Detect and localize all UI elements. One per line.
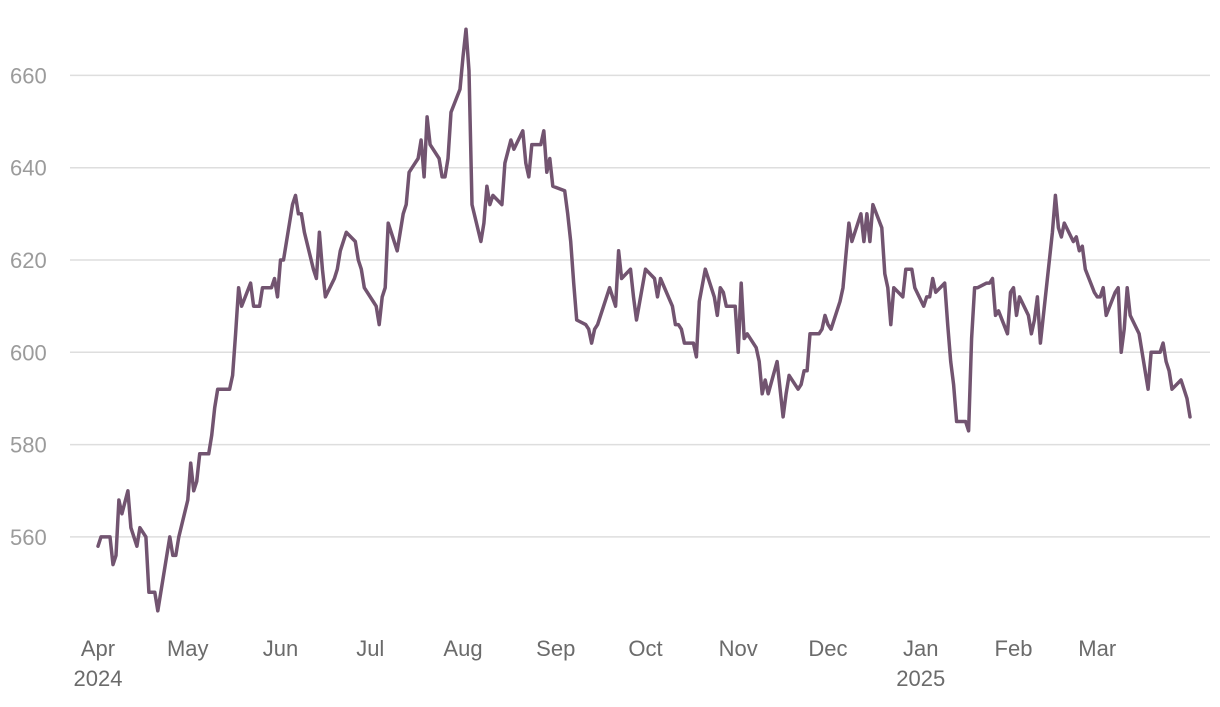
y-tick-label: 620 [10,248,47,273]
x-tick-label: Nov [719,636,758,661]
x-tick-label: Mar [1078,636,1116,661]
series-layer [96,27,1192,613]
x-tick-label: Sep [536,636,575,661]
x-tick-label: Feb [995,636,1033,661]
x-tick-label: Jan [903,636,938,661]
x-tick-label: Apr [81,636,115,661]
x-tick-label: May [167,636,209,661]
y-axis-ticks: 560 580 600 620 640 660 [10,63,47,550]
x-tick-label: Aug [443,636,482,661]
series-line-0 [96,27,1192,613]
x-tick-label: Jul [356,636,384,661]
y-tick-label: 580 [10,433,47,458]
x-axis-ticks: Apr 2024 May Jun Jul Aug Sep Oct Nov Dec Jan 2025 Fe… [74,636,1117,691]
x-tick-label: Oct [628,636,662,661]
y-tick-label: 600 [10,340,47,365]
x-tick-year-label: 2025 [896,666,945,691]
x-tick-year-label: 2024 [74,666,123,691]
x-tick-label: Jun [263,636,298,661]
x-tick-label: Dec [808,636,847,661]
grid-lines [70,74,1210,538]
y-tick-label: 560 [10,525,47,550]
y-tick-label: 660 [10,63,47,88]
y-tick-label: 640 [10,156,47,181]
